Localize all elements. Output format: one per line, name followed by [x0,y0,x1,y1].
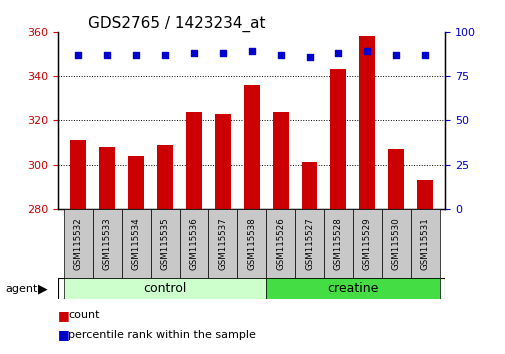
Text: GSM115527: GSM115527 [305,217,314,270]
Point [218,50,226,56]
Text: percentile rank within the sample: percentile rank within the sample [68,330,256,339]
Bar [330,69,345,209]
Bar [150,209,179,278]
Point [161,52,169,58]
Bar [272,112,288,209]
Bar [359,36,375,209]
Bar [381,209,410,278]
Point [276,52,284,58]
Point [103,52,111,58]
Bar [128,156,144,209]
Text: GSM115533: GSM115533 [103,217,112,270]
Text: ▶: ▶ [38,282,48,295]
Text: GSM115538: GSM115538 [247,217,256,270]
Point [420,52,428,58]
Bar [294,209,323,278]
Text: GSM115531: GSM115531 [420,217,429,270]
Bar [179,209,208,278]
Bar [215,114,230,209]
Point [247,48,256,54]
Point [189,50,197,56]
Point [74,52,82,58]
Bar [301,162,317,209]
Bar [186,112,201,209]
Point [305,54,313,59]
Bar [70,140,86,209]
Bar [208,209,237,278]
Text: creatine: creatine [327,282,378,295]
Point [334,50,342,56]
Text: GSM115537: GSM115537 [218,217,227,270]
Bar [416,180,432,209]
Bar [122,209,150,278]
Text: GSM115535: GSM115535 [160,217,169,270]
Text: GSM115536: GSM115536 [189,217,198,270]
Bar [410,209,439,278]
Bar [243,85,259,209]
Bar [237,209,266,278]
Text: count: count [68,310,99,320]
Text: ■: ■ [58,309,70,321]
Text: ■: ■ [58,328,70,341]
Bar [64,278,266,299]
Bar [157,145,173,209]
Bar [266,209,294,278]
Text: control: control [143,282,186,295]
Text: GDS2765 / 1423234_at: GDS2765 / 1423234_at [88,16,265,32]
Bar [352,209,381,278]
Text: GSM115530: GSM115530 [391,217,400,270]
Point [363,48,371,54]
Text: GSM115534: GSM115534 [131,217,140,270]
Text: GSM115529: GSM115529 [362,217,371,270]
Bar [323,209,352,278]
Bar [266,278,439,299]
Bar [93,209,122,278]
Text: GSM115532: GSM115532 [74,217,83,270]
Text: GSM115526: GSM115526 [276,217,284,270]
Point [391,52,399,58]
Bar [387,149,403,209]
Text: GSM115528: GSM115528 [333,217,342,270]
Bar [99,147,115,209]
Point [132,52,140,58]
Bar [64,209,93,278]
Text: agent: agent [5,284,37,293]
